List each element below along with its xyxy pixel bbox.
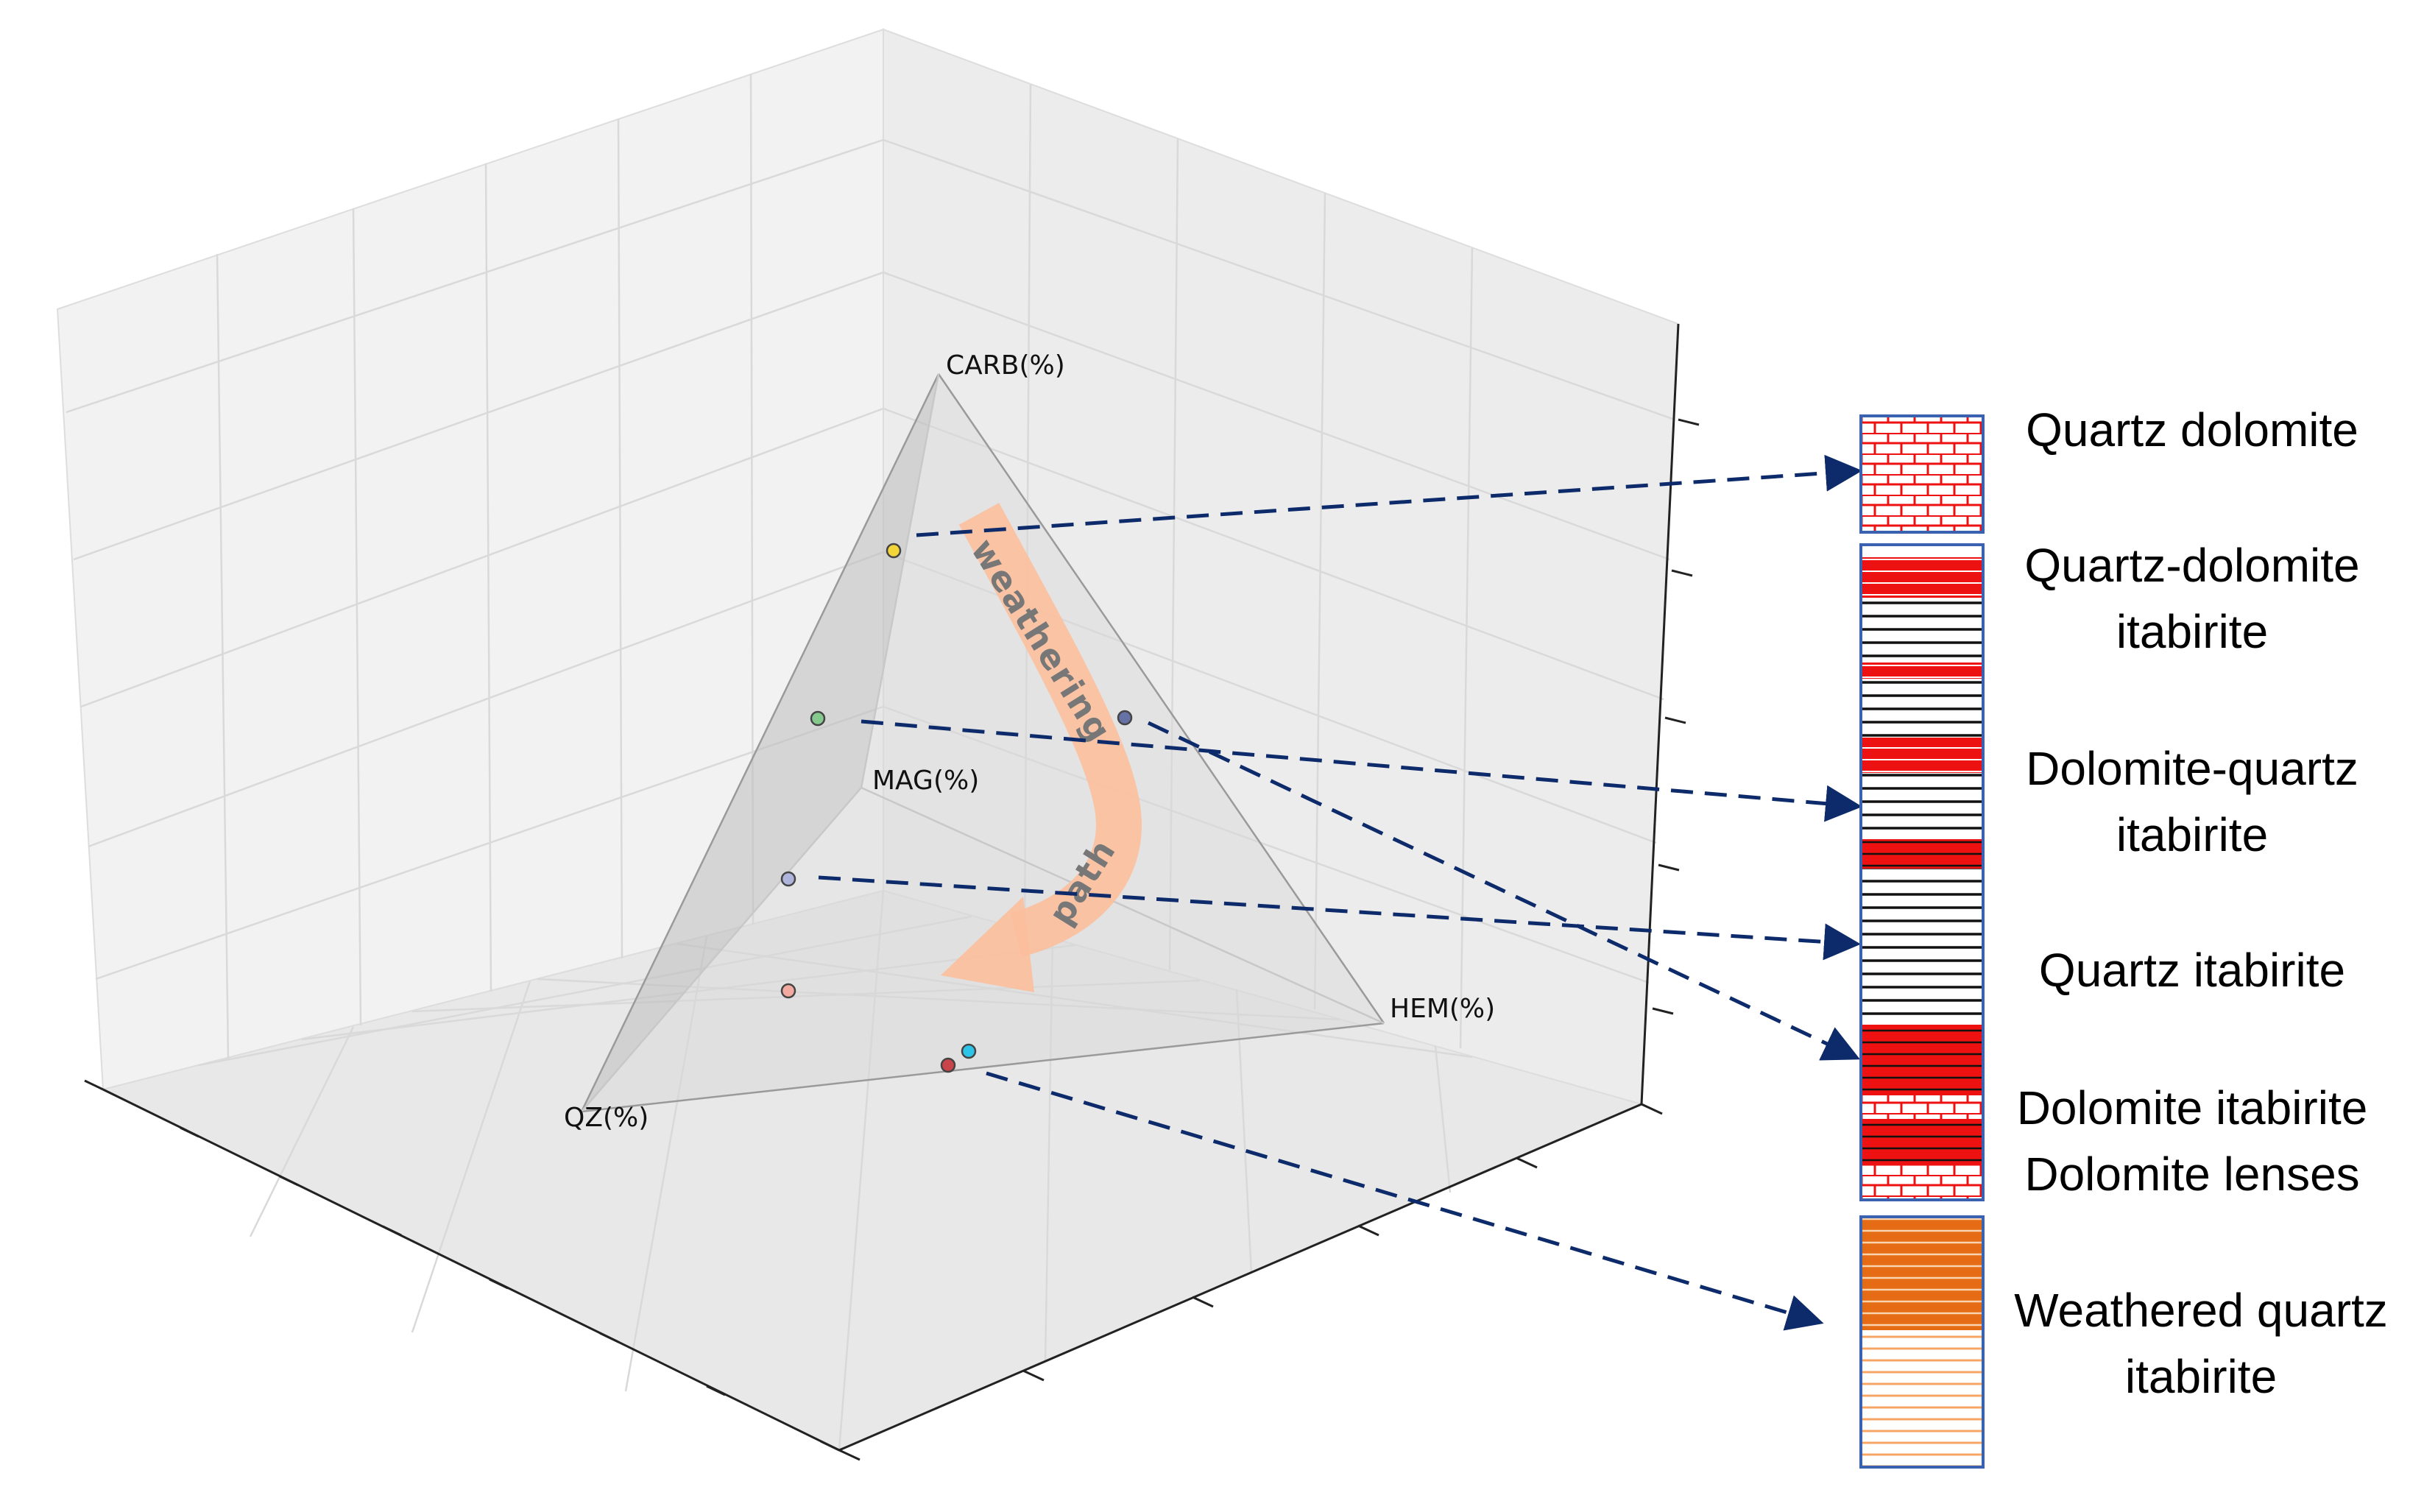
swatch-black-band-3 (1862, 773, 1982, 839)
legend-label-weathered-quartz-itabirite-line1: Weathered quartz (2014, 1284, 2388, 1337)
point-yellow (886, 543, 902, 559)
swatch-black-band-4 (1862, 869, 1982, 1025)
axes-3d-box (56, 28, 1700, 1461)
swatch-red-band-5 (1862, 1025, 1982, 1095)
vertex-label-mag: MAG(%) (872, 766, 979, 796)
legend-label-weathered-quartz-itabirite-line2: itabirite (2125, 1350, 2277, 1403)
point-red (940, 1057, 956, 1073)
vertex-label-hem: HEM(%) (1390, 994, 1495, 1024)
swatch-brick-band-1 (1862, 1095, 1982, 1119)
point-pink (780, 983, 796, 999)
swatch-black-band-2 (1862, 679, 1982, 738)
legend-labels: Quartz dolomite Quartz-dolomite itabirit… (2014, 403, 2388, 1403)
point-lavender (780, 871, 796, 887)
swatch-quartz-dolomite (1859, 414, 1985, 534)
point-slate (1117, 710, 1133, 726)
swatch-red-band-3 (1862, 738, 1982, 773)
axis-ticks (84, 418, 1700, 1461)
swatch-red-band-6 (1862, 1119, 1982, 1165)
swatch-red-band-2 (1862, 663, 1982, 679)
swatch-red-band-1 (1862, 557, 1982, 598)
swatch-black-band-1 (1862, 598, 1982, 663)
legend-label-dolomite-quartz-itabirite-line1: Dolomite-quartz (2026, 742, 2358, 795)
connector-quartz-dolomite (916, 454, 1862, 537)
legend-label-dolomite-quartz-itabirite-line2: itabirite (2116, 808, 2268, 861)
connector-dolomite-quartz-itabirite (861, 719, 1862, 822)
swatch-orange-dark (1862, 1218, 1982, 1330)
legend-label-quartz-dolomite-itabirite-line1: Quartz-dolomite (2024, 539, 2359, 592)
swatch-brick-band-2 (1862, 1165, 1982, 1198)
connector-arrows (818, 454, 1862, 1331)
legend-label-quartz-itabirite: Quartz itabirite (2039, 944, 2345, 997)
vertex-label-qz: QZ(%) (564, 1103, 649, 1133)
tetra-edges (580, 373, 1385, 1113)
legend-label-quartz-dolomite: Quartz dolomite (2026, 403, 2358, 456)
point-cyan (961, 1043, 977, 1059)
weathering-arrow-head (941, 897, 1034, 992)
connector-weathered-quartz-itabirite (986, 1071, 1824, 1331)
connector-quartz-itabirite (818, 875, 1861, 961)
legend-label-dolomite-lenses: Dolomite lenses (2024, 1148, 2359, 1201)
point-green (810, 710, 826, 727)
swatch-orange-light (1862, 1330, 1982, 1466)
data-points (780, 543, 1133, 1073)
weathering-arrow-body (958, 503, 1142, 958)
legend-label-dolomite-itabirite: Dolomite itabirite (2017, 1081, 2368, 1134)
swatch-red-band-4 (1862, 839, 1982, 869)
vertex-label-carb: CARB(%) (946, 350, 1065, 381)
connector-dolomite-itabirite (1147, 721, 1861, 1061)
stratigraphic-column (1859, 414, 1985, 1469)
legend-label-quartz-dolomite-itabirite-line2: itabirite (2116, 605, 2268, 658)
